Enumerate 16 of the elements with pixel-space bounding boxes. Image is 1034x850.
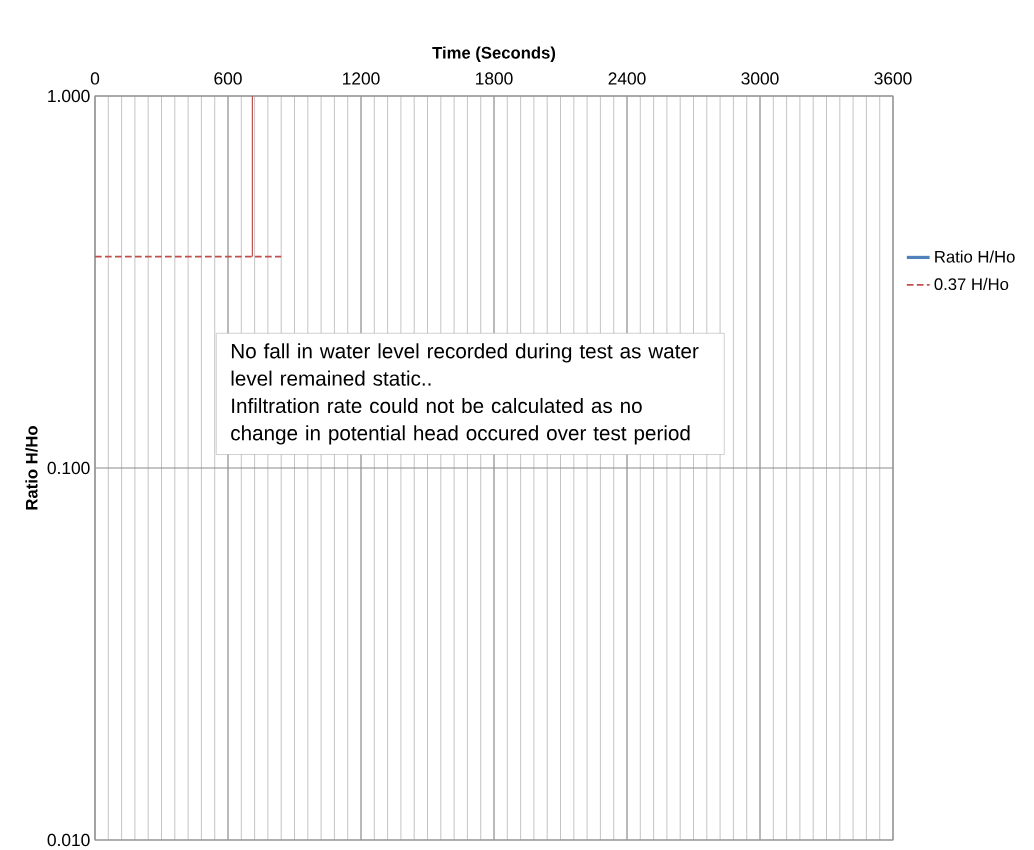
x-axis-title: Time (Seconds) <box>432 46 556 62</box>
annotation: Infiltration rate could not be calculated as no change in potential head occured over test period <box>231 397 690 445</box>
x-tick-label: 1200 <box>343 72 380 85</box>
x-tick-label: 3600 <box>874 72 912 85</box>
legend-label: Ratio H/Ho <box>935 250 1015 263</box>
annotation: No fall in water level recorded during test as water level remained static.. <box>231 343 699 386</box>
x-tick-label: 1800 <box>476 72 513 85</box>
legend-label: 0.37 H/Ho <box>934 277 1009 291</box>
x-tick-label: 0 <box>90 72 100 85</box>
x-tick-label: 3000 <box>741 72 779 85</box>
y-tick-label: 0.010 <box>47 833 90 847</box>
y-tick-label: 1.000 <box>48 89 90 103</box>
x-tick-label: 600 <box>214 72 242 85</box>
y-axis-title: Ratio H/Ho <box>25 426 38 510</box>
x-tick-label: 2400 <box>608 72 646 85</box>
y-tick-label: 0.100 <box>47 461 90 475</box>
